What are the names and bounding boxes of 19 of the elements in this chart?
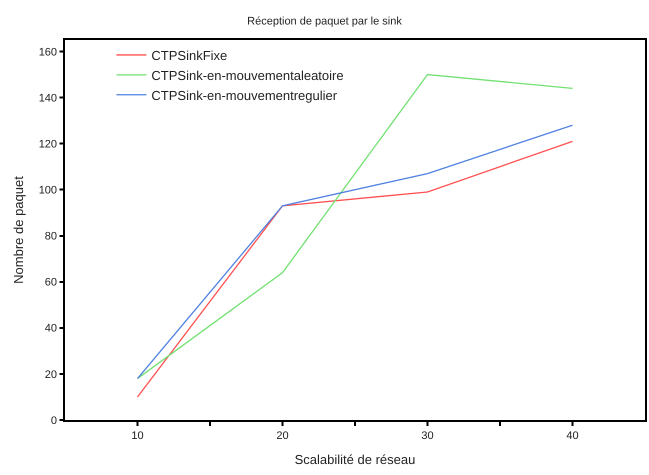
x-tick-label: 20 bbox=[276, 430, 289, 442]
y-tick-label: 80 bbox=[44, 230, 58, 243]
y-tick-label: 120 bbox=[38, 138, 58, 150]
y-tick-label: 40 bbox=[44, 322, 58, 335]
x-tick-label: 30 bbox=[421, 430, 434, 442]
y-tick-label: 0 bbox=[50, 414, 58, 427]
y-tick-label: 20 bbox=[44, 368, 58, 381]
y-axis-title: Nombre de paquet bbox=[11, 176, 26, 284]
x-tick-label: 40 bbox=[566, 430, 579, 442]
x-tick-label: 10 bbox=[131, 430, 144, 442]
y-tick-label: 60 bbox=[44, 276, 58, 289]
legend-label: CTPSink-en-mouvementaleatoire bbox=[151, 68, 344, 83]
chart-title: Réception de paquet par le sink bbox=[247, 15, 402, 28]
legend-label: CTPSinkFixe bbox=[151, 48, 228, 64]
x-axis-title: Scalabilité de réseau bbox=[294, 452, 416, 468]
y-tick-label: 160 bbox=[38, 46, 58, 58]
legend-label: CTPSink-en-mouvementregulier bbox=[151, 88, 338, 103]
y-tick-label: 100 bbox=[38, 184, 58, 197]
y-tick-label: 140 bbox=[38, 92, 58, 104]
